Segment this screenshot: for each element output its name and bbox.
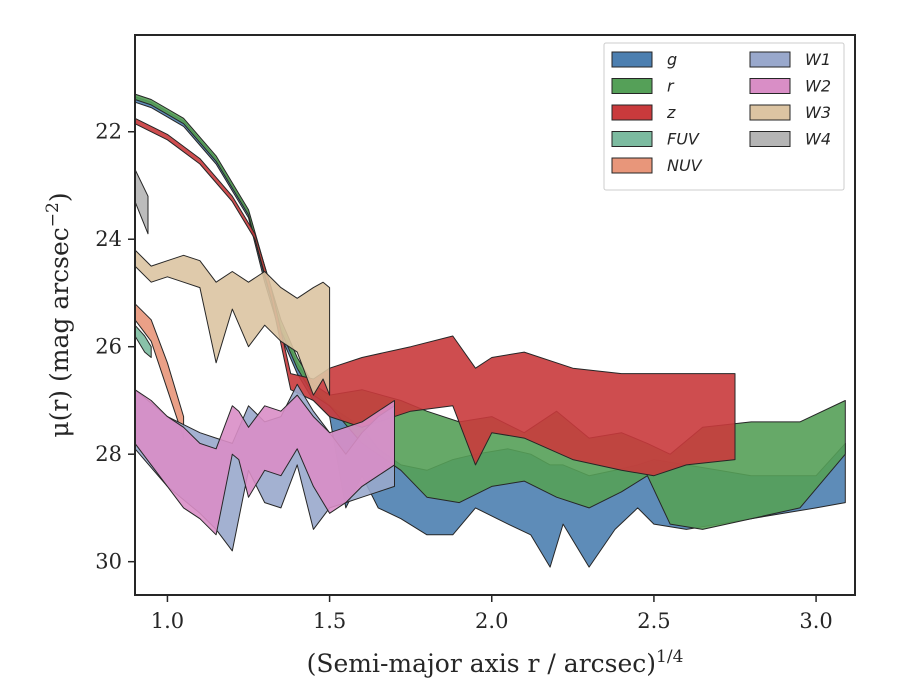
band-w4 (134, 168, 149, 235)
band-w2 (134, 389, 395, 536)
legend-swatch-r (611, 78, 653, 94)
y-tick-label: 26 (95, 335, 122, 359)
series-layer (134, 93, 846, 568)
x-tick-label: 1.5 (313, 609, 346, 633)
legend-label-w1: W1 (805, 50, 831, 69)
legend-swatch-w3 (749, 104, 791, 121)
legend-label-fuv: FUV (667, 130, 700, 149)
legend-label-w2: W2 (805, 77, 831, 96)
legend-label-w3: W3 (805, 103, 831, 122)
x-tick-label: 1.0 (151, 609, 184, 633)
band-w3 (134, 249, 331, 396)
x-tick-label: 3.0 (799, 609, 832, 633)
y-tick-label: 28 (95, 442, 122, 466)
x-tick-label: 2.5 (637, 609, 670, 633)
y-axis-label-exponent: −2 (43, 202, 63, 227)
legend-swatch-g (611, 51, 653, 68)
legend-swatch-fuv (611, 131, 653, 147)
y-axis-label-text: μ(r) (mag arcsec (45, 227, 74, 437)
legend-swatch-w1 (749, 51, 791, 68)
x-axis-label: (Semi-major axis r / arcsec)1/4 (307, 647, 684, 678)
legend-swatch-z (611, 104, 653, 121)
legend-swatch-w2 (749, 78, 791, 94)
legend: grz FUV NUV W1 W2 W3 W4 (603, 42, 845, 191)
x-axis-label-exponent: 1/4 (656, 647, 683, 667)
legend-label-w4: W4 (805, 130, 831, 149)
x-axis-label-text: (Semi-major axis r / arcsec) (307, 649, 656, 678)
y-axis-label-close: ) (45, 192, 74, 202)
legend-label-r: r (667, 77, 675, 96)
y-tick-label: 30 (95, 550, 122, 574)
y-axis-label: μ(r) (mag arcsec−2) (43, 192, 74, 437)
band-z (134, 117, 736, 477)
y-tick-label: 22 (95, 120, 122, 144)
x-tick-label: 2.0 (475, 609, 508, 633)
plot-frame (134, 34, 856, 596)
y-tick-label: 24 (95, 227, 122, 251)
ticks-layer: 1.0 1.5 2.0 2.5 3.0 22 24 26 28 30 (95, 120, 833, 633)
legend-label-nuv: NUV (667, 156, 703, 175)
legend-label-z: z (666, 103, 676, 122)
legend-swatch-w4 (749, 131, 791, 147)
legend-swatch-nuv (611, 157, 653, 174)
legend-label-g: g (667, 50, 677, 69)
